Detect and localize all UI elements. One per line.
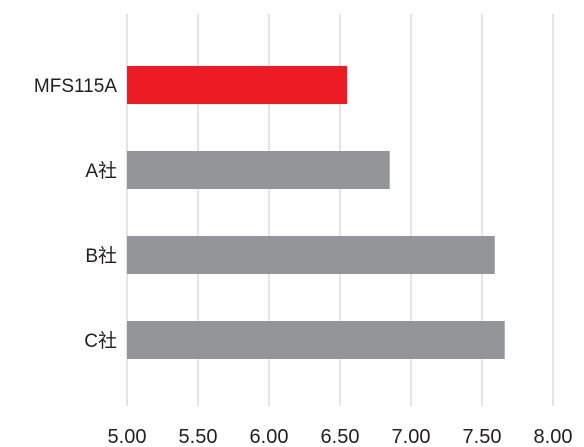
x-tick-label: 5.50 <box>179 426 218 447</box>
category-label: A社 <box>85 160 117 182</box>
bar <box>127 66 348 104</box>
bar <box>127 151 390 189</box>
x-tick-label: 7.00 <box>392 426 431 447</box>
x-tick-label: 8.00 <box>534 426 573 447</box>
category-label: B社 <box>85 245 117 267</box>
x-tick-labels: 5.00 5.50 6.00 6.50 7.00 7.50 8.00 <box>108 426 573 447</box>
bars <box>127 66 505 359</box>
category-label: MFS115A <box>34 76 117 97</box>
bar <box>127 321 505 359</box>
category-label: C社 <box>84 330 117 352</box>
x-tick-label: 5.00 <box>108 426 147 447</box>
x-tick-label: 6.00 <box>250 426 289 447</box>
x-tick-label: 6.50 <box>321 426 360 447</box>
x-tick-label: 7.50 <box>463 426 502 447</box>
category-labels: MFS115A A社 B社 C社 <box>34 76 117 352</box>
bar <box>127 236 495 274</box>
